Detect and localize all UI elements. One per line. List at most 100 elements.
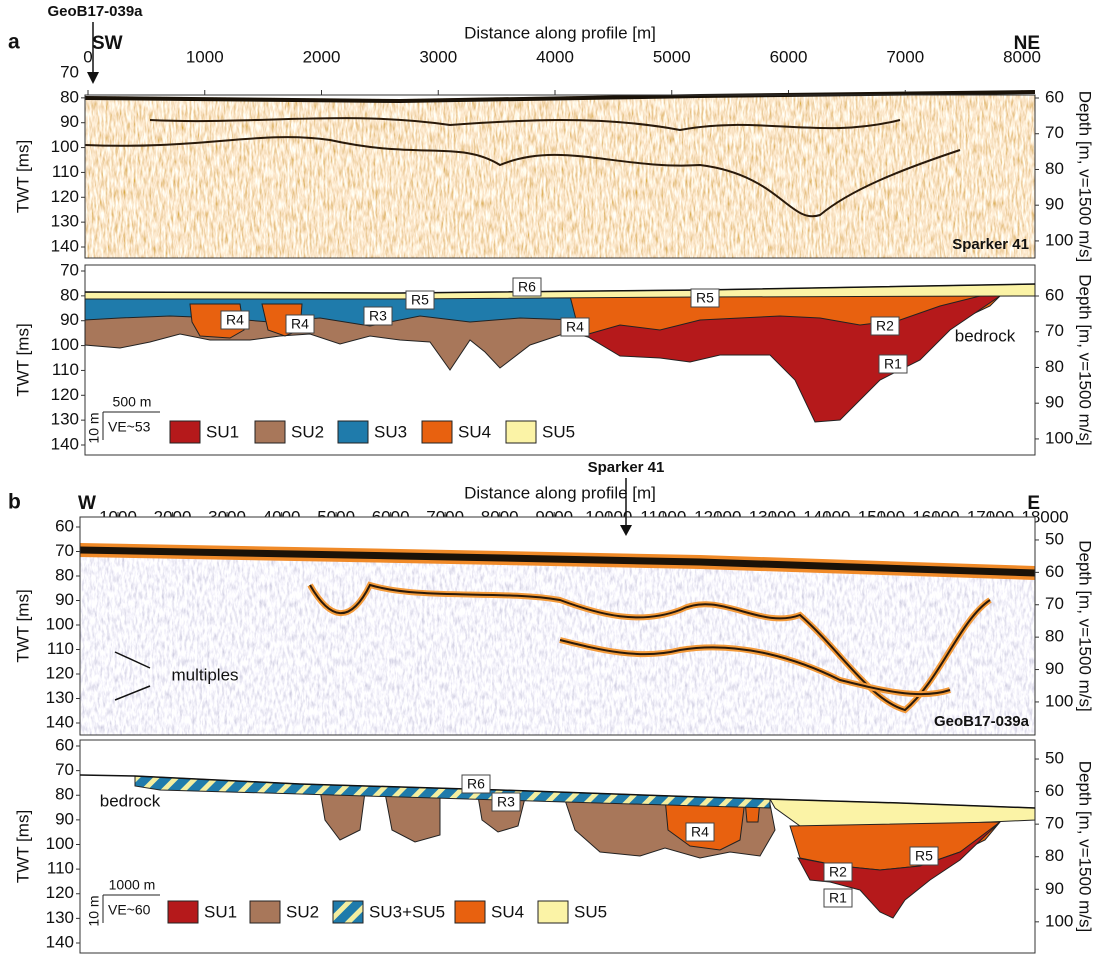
y-tick-label: 70 [60, 62, 79, 81]
scale-ve: VE~60 [108, 902, 151, 918]
y-tick-label: 140 [46, 712, 74, 731]
legend-swatch [338, 421, 368, 443]
scale-ve: VE~53 [108, 419, 151, 435]
horizon-label: R4 [226, 312, 244, 328]
y2-tick-label: 60 [1045, 781, 1064, 800]
y-tick-label: 80 [60, 285, 79, 304]
y-tick-label: 120 [46, 883, 74, 902]
y-tick-label: 130 [51, 212, 79, 231]
legend-label: SU4 [458, 422, 491, 441]
legend-swatch [422, 421, 452, 443]
y2-tick-label: 100 [1045, 911, 1073, 930]
y2-tick-label: 100 [1045, 428, 1073, 447]
scale-height: 10 m [86, 412, 102, 443]
legend-label: SU5 [542, 422, 575, 441]
y-tick-label: 110 [52, 360, 79, 379]
y-tick-label: 80 [60, 87, 79, 106]
x-axis-title: Distance along profile [m] [464, 23, 656, 42]
y2-tick-label: 70 [1045, 123, 1064, 142]
y2-axis-title: Depth [m, v=1500 m/s] [1076, 540, 1095, 712]
y-tick-label: 120 [46, 663, 74, 682]
horizon-label: R2 [876, 318, 894, 334]
x-tick-label: 2000 [303, 47, 341, 66]
y2-axis-title: Depth [m, v=1500 m/s] [1076, 91, 1095, 263]
y-tick-label: 130 [51, 410, 79, 429]
x-tick-label: 6000 [770, 47, 808, 66]
y-tick-label: 110 [52, 162, 79, 181]
y2-tick-label: 90 [1045, 879, 1064, 898]
y2-tick-label: 90 [1045, 393, 1064, 412]
y2-tick-label: 70 [1045, 594, 1064, 613]
y2-tick-label: 60 [1045, 87, 1064, 106]
scale-length: 500 m [113, 394, 152, 410]
bedrock-label: bedrock [955, 326, 1016, 345]
legend-label: SU1 [204, 902, 237, 921]
y-tick-label: 140 [51, 434, 79, 453]
well-arrowhead [87, 72, 99, 84]
horizon-label: R5 [411, 292, 429, 308]
legend-swatch [333, 901, 363, 923]
panel-label: a [8, 31, 20, 54]
y2-tick-label: 60 [1045, 285, 1064, 304]
horizon-label: R3 [497, 794, 515, 810]
y-tick-label: 110 [47, 859, 74, 878]
legend-swatch [170, 421, 200, 443]
y-tick-label: 60 [55, 516, 74, 535]
legend-label: SU5 [574, 902, 607, 921]
y-tick-label: 60 [55, 735, 74, 754]
horizon-label: R4 [566, 319, 584, 335]
horizon-label: R5 [915, 848, 933, 864]
horizon-label: R5 [696, 290, 714, 306]
x-axis-title: Distance along profile [m] [464, 483, 656, 502]
y2-tick-label: 90 [1045, 659, 1064, 678]
y2-tick-label: 70 [1045, 321, 1064, 340]
y-tick-label: 140 [46, 932, 74, 951]
legend-label: SU2 [291, 422, 324, 441]
seismic-label: Sparker 41 [952, 236, 1029, 253]
figure: aSWNEDistance along profile [m]010002000… [0, 0, 1102, 956]
y-tick-label: 90 [55, 590, 74, 609]
seismic-label: GeoB17-039a [934, 713, 1030, 730]
horizon-label: R6 [518, 279, 536, 295]
legend-swatch [250, 901, 280, 923]
y2-tick-label: 80 [1045, 846, 1064, 865]
direction-left: W [78, 493, 96, 514]
y2-axis-title: Depth [m, v=1500 m/s] [1076, 761, 1095, 933]
y-tick-label: 90 [60, 310, 79, 329]
y-tick-label: 120 [51, 385, 79, 404]
x-tick-label: 7000 [886, 47, 924, 66]
y-tick-label: 70 [55, 760, 74, 779]
horizon-label: R4 [291, 316, 309, 332]
y2-tick-label: 80 [1045, 357, 1064, 376]
y2-tick-label: 100 [1045, 691, 1073, 710]
multiples-label: multiples [171, 665, 238, 684]
y-tick-label: 110 [47, 639, 74, 658]
legend-label: SU4 [491, 902, 524, 921]
horizon-label: R2 [829, 864, 847, 880]
legend-swatch [255, 421, 285, 443]
y-tick-label: 140 [51, 236, 79, 255]
well-label: GeoB17-039a [47, 3, 143, 20]
y-tick-label: 80 [55, 565, 74, 584]
y2-axis-title: Depth [m, v=1500 m/s] [1076, 274, 1095, 446]
crossing-label: Sparker 41 [588, 459, 665, 476]
y-tick-label: 90 [60, 112, 79, 131]
y-tick-label: 80 [55, 785, 74, 804]
horizon-label: R4 [691, 824, 709, 840]
y2-tick-label: 50 [1045, 749, 1064, 768]
y-tick-label: 130 [46, 908, 74, 927]
y2-tick-label: 100 [1045, 230, 1073, 249]
x-tick-label: 1000 [186, 47, 224, 66]
y-tick-label: 70 [60, 260, 79, 279]
y-tick-label: 100 [51, 335, 79, 354]
x-tick-label: 8000 [1003, 47, 1041, 66]
x-tick-label: 3000 [419, 47, 457, 66]
y-tick-label: 100 [46, 614, 74, 633]
y-axis-title: TWT [ms] [13, 810, 32, 883]
y2-tick-label: 50 [1045, 529, 1064, 548]
y-tick-label: 130 [46, 688, 74, 707]
scale-length: 1000 m [109, 877, 156, 893]
scale-height: 10 m [86, 895, 102, 926]
legend-swatch [455, 901, 485, 923]
horizon-label: R6 [467, 776, 485, 792]
